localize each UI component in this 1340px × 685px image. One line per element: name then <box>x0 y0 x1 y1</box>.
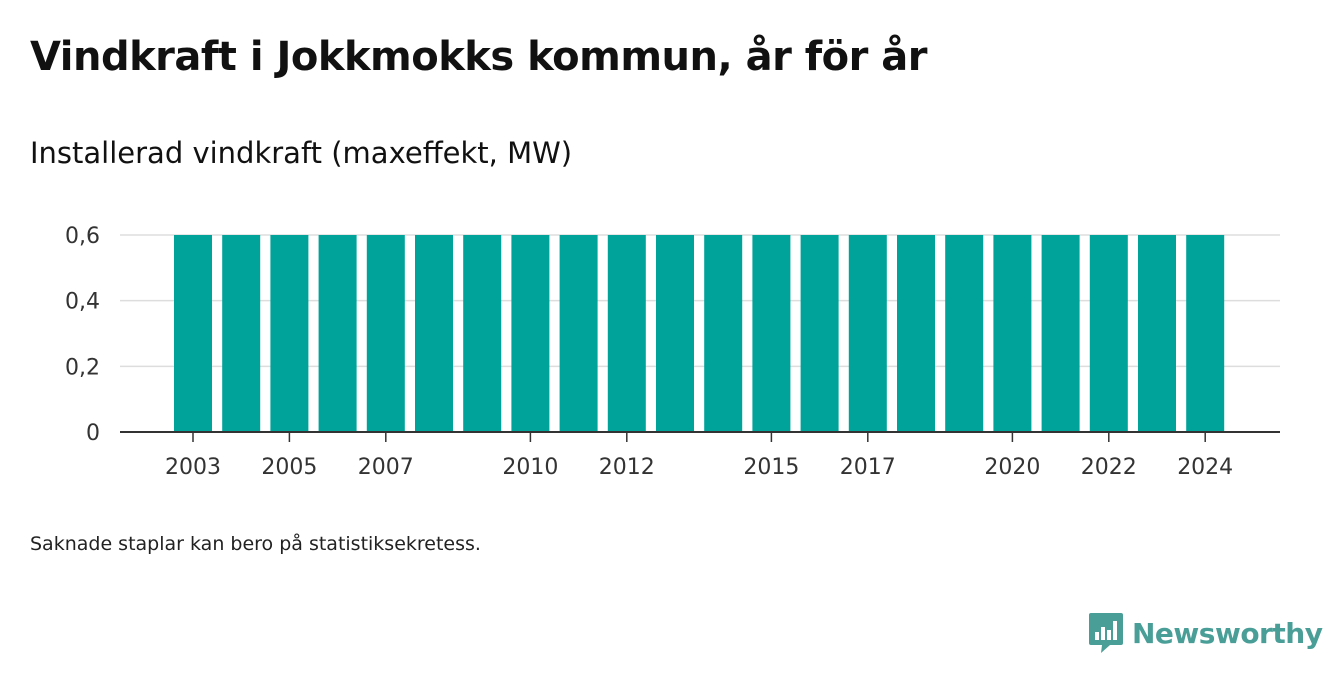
x-axis: 2003 2005 2007 2010 2012 2015 2017 2020 2022 2024 <box>120 431 1280 480</box>
y-tick-label: 0,6 <box>65 224 100 249</box>
bar-2016 <box>800 235 839 432</box>
chart-subtitle: Installerad vindkraft (maxeffekt, MW) <box>30 136 573 170</box>
bar-2019 <box>945 235 984 432</box>
y-axis: 0 0,2 0,4 0,6 <box>65 224 100 446</box>
brand-logo: Newsworthy <box>1088 612 1323 654</box>
bar-2010 <box>511 235 550 432</box>
y-tick-label: 0,4 <box>65 290 100 315</box>
bar-2013 <box>656 235 694 432</box>
footnote: Saknade staplar kan bero på statistiksek… <box>30 533 481 555</box>
x-tick-label: 2022 <box>1081 455 1137 480</box>
y-tick-label: 0 <box>86 421 100 446</box>
bars <box>174 235 1225 432</box>
x-tick-label: 2007 <box>358 455 414 480</box>
gridlines <box>120 234 1280 368</box>
x-tick-label: 2010 <box>502 455 558 480</box>
bar-2017 <box>848 235 887 432</box>
bar-2009 <box>463 235 502 432</box>
bar-2008 <box>415 235 453 432</box>
bar-2011 <box>559 235 598 432</box>
bar-2003 <box>174 235 212 432</box>
bar-2020 <box>993 235 1032 432</box>
x-tick-label: 2005 <box>261 455 317 480</box>
bar-2006 <box>318 235 357 432</box>
bar-2022 <box>1089 235 1128 432</box>
bar-2004 <box>222 235 261 432</box>
x-tick-label: 2015 <box>743 455 799 480</box>
bar-chart: 00,20,40,6 2003 2005 2007 2010 2012 2015 2017 2… <box>65 224 1280 480</box>
bar-2015 <box>752 235 791 432</box>
chart-title: Vindkraft i Jokkmokks kommun, år för år <box>30 34 927 80</box>
bar-2021 <box>1041 235 1080 432</box>
bar-2012 <box>607 235 646 432</box>
x-tick-label: 2020 <box>984 455 1040 480</box>
x-tick-label: 2017 <box>840 455 896 480</box>
newsworthy-logo-icon <box>1089 613 1123 653</box>
x-tick-label: 2012 <box>599 455 655 480</box>
bar-2024 <box>1186 235 1225 432</box>
x-tick-label: 2003 <box>165 455 221 480</box>
bar-2005 <box>270 235 309 432</box>
bar-2014 <box>704 235 743 432</box>
x-tick-label: 2024 <box>1177 455 1233 480</box>
bar-2018 <box>897 235 935 432</box>
y-tick-label: 0,2 <box>65 355 100 380</box>
bar-2007 <box>366 235 405 432</box>
brand-name: Newsworthy <box>1132 616 1323 650</box>
bar-2023 <box>1138 235 1176 432</box>
